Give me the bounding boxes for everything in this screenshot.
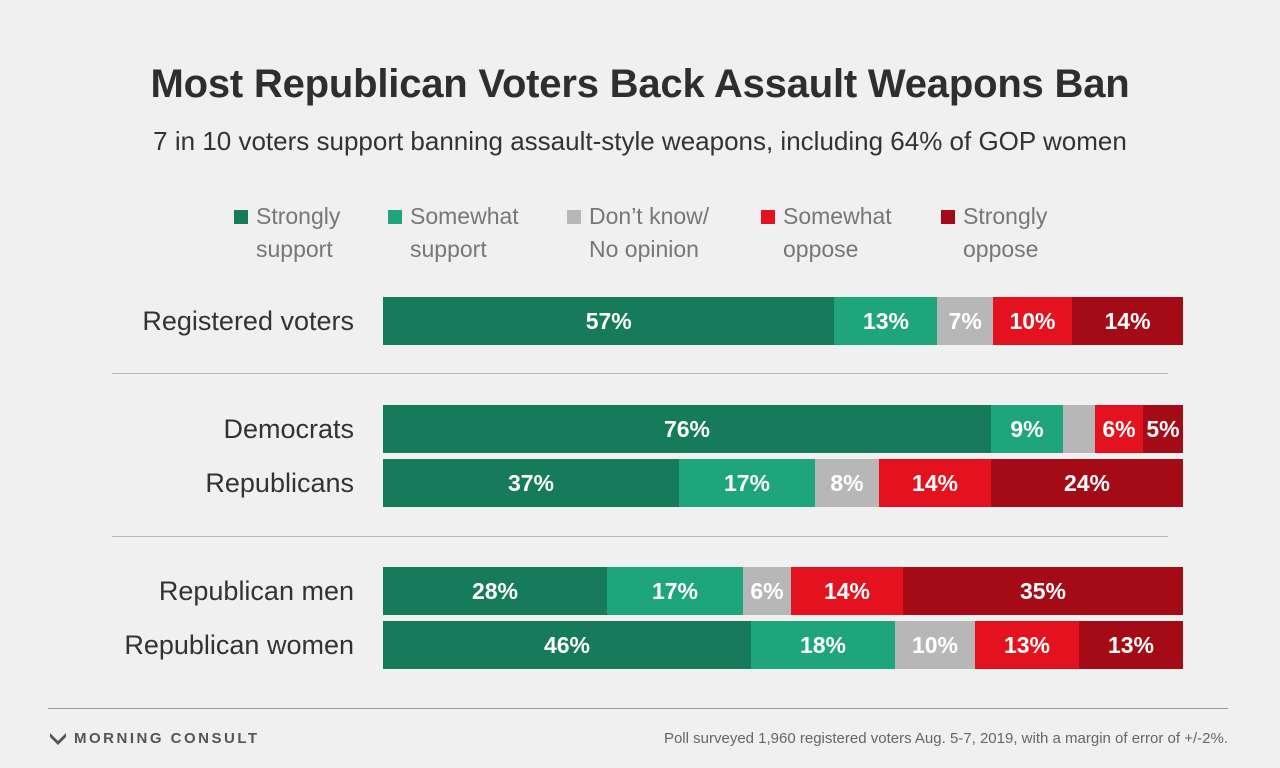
bar-segment-strongly-oppose: 5% [1143,405,1183,453]
legend-swatch [941,210,955,224]
bar-democrats: 76% 9% 6% 5% [383,405,1183,453]
bar-segment-somewhat-oppose: 14% [879,459,991,507]
bar-segment-strongly-oppose: 13% [1079,621,1183,669]
legend: Strongly support Somewhat support Don’t … [0,200,1280,270]
group-divider [112,536,1168,537]
bar-segment-somewhat-support: 18% [751,621,895,669]
bar-republican-women: 46% 18% 10% 13% 13% [383,621,1183,669]
bar-segment-somewhat-oppose: 6% [1095,405,1143,453]
brand-name: MORNING CONSULT [74,730,260,747]
chart-subtitle: 7 in 10 voters support banning assault-s… [153,126,1127,156]
bar-segment-dont-know: 8% [815,459,879,507]
bar-segment-somewhat-support: 9% [991,405,1063,453]
bar-republicans: 37% 17% 8% 14% 24% [383,459,1183,507]
row-label-democrats: Democrats [223,414,354,444]
legend-label: Somewhat oppose [783,203,892,262]
bar-segment-strongly-support: 46% [383,621,751,669]
row-label-republican-women: Republican women [124,630,354,660]
bar-segment-somewhat-support: 13% [834,297,938,345]
bar-segment-somewhat-support: 17% [607,567,743,615]
legend-swatch [567,210,581,224]
group-divider [112,373,1168,374]
row-label-republican-men: Republican men [158,576,354,606]
legend-swatch [761,210,775,224]
row-label-republicans: Republicans [205,468,354,498]
bar-registered-voters: 57% 13% 7% 10% 14% [383,297,1183,345]
bar-segment-somewhat-oppose: 13% [975,621,1079,669]
bar-segment-dont-know [1063,405,1095,453]
legend-label: Strongly oppose [963,203,1048,262]
footer-divider [48,708,1228,709]
bar-segment-dont-know: 10% [895,621,975,669]
footnote: Poll surveyed 1,960 registered voters Au… [663,730,1228,747]
bar-segment-strongly-support: 76% [383,405,991,453]
bar-segment-dont-know: 7% [937,297,993,345]
brand-logo: MORNING CONSULT [50,730,260,747]
chart-title: Most Republican Voters Back Assault Weap… [150,62,1130,106]
bar-segment-strongly-oppose: 14% [1072,297,1183,345]
bar-segment-dont-know: 6% [743,567,791,615]
legend-label: Somewhat support [410,203,519,262]
bar-segment-somewhat-oppose: 14% [791,567,903,615]
legend-swatch [234,210,248,224]
morning-consult-chevron-icon [50,732,66,745]
bar-segment-strongly-support: 57% [383,297,835,345]
legend-label: Don’t know/ No opinion [589,203,710,262]
row-label-registered-voters: Registered voters [142,306,354,336]
bar-republican-men: 28% 17% 6% 14% 35% [383,567,1183,615]
legend-swatch [388,210,402,224]
legend-label: Strongly support [256,203,341,262]
bar-segment-strongly-support: 28% [383,567,607,615]
bar-segment-somewhat-support: 17% [679,459,815,507]
bar-segment-strongly-oppose: 35% [903,567,1183,615]
bar-segment-somewhat-oppose: 10% [992,297,1073,345]
bar-segment-strongly-support: 37% [383,459,679,507]
bar-segment-strongly-oppose: 24% [991,459,1183,507]
